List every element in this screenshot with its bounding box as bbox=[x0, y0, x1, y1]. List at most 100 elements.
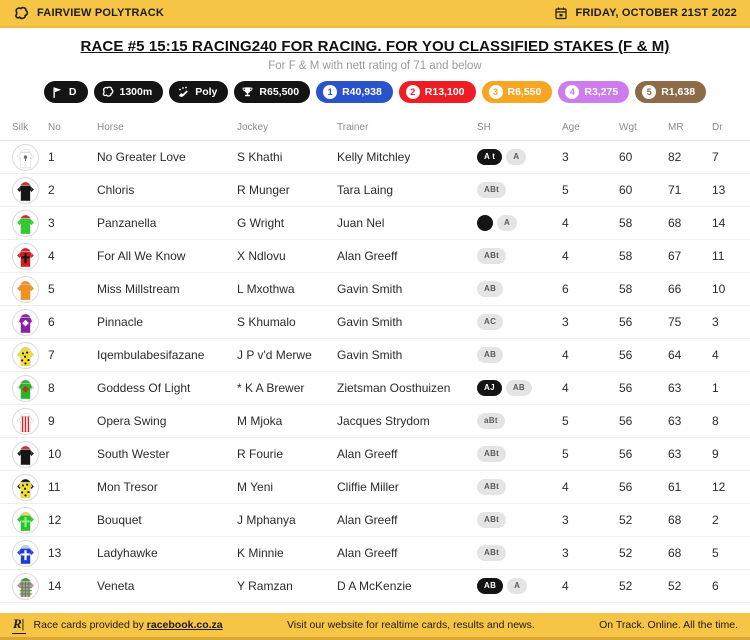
provided-prefix: Race cards provided by bbox=[33, 619, 144, 631]
sh-badge bbox=[477, 215, 493, 231]
stake-position-number: 1 bbox=[323, 85, 338, 99]
trainer-name: Gavin Smith bbox=[337, 348, 403, 362]
weight-value: 56 bbox=[619, 414, 633, 428]
horse-name: Veneta bbox=[97, 579, 135, 593]
runner-number: 9 bbox=[48, 414, 55, 428]
merit-rating: 63 bbox=[668, 381, 682, 395]
badge-label: 1300m bbox=[119, 86, 153, 98]
runner-row: 5 Miss Millstream L Mxothwa Gavin Smith … bbox=[0, 273, 750, 306]
table-body: 1 No Greater Love S Khathi Kelly Mitchle… bbox=[0, 141, 750, 603]
badge-label: R1,638 bbox=[661, 86, 696, 98]
runner-row: 13 Ladyhawke K Minnie Alan Greeff ABt 3 … bbox=[0, 537, 750, 570]
racetrack-icon bbox=[13, 5, 30, 22]
footer-bar: R| Race cards provided by racebook.co.za… bbox=[0, 613, 750, 640]
provided-by-text: Race cards provided by racebook.co.za bbox=[34, 619, 223, 631]
runner-number: 4 bbox=[48, 249, 55, 263]
sh-badges: AB bbox=[477, 347, 562, 363]
badge-label: R65,500 bbox=[259, 86, 300, 98]
runner-row: 3 Panzanella G Wright Juan Nel A 4 58 68… bbox=[0, 207, 750, 240]
horse-name: Iqembulabesifazane bbox=[97, 348, 205, 362]
jockey-silk-icon bbox=[12, 209, 39, 237]
race-conditions: For F & M with nett rating of 71 and bel… bbox=[268, 60, 482, 72]
weight-value: 56 bbox=[619, 381, 633, 395]
draw-value: 5 bbox=[712, 546, 719, 560]
runner-row: 11 Mon Tresor M Yeni Cliffie Miller ABt … bbox=[0, 471, 750, 504]
sh-badge: AB bbox=[477, 347, 504, 363]
runner-number: 7 bbox=[48, 348, 55, 362]
badge-label: Poly bbox=[195, 86, 218, 98]
horse-name: Pinnacle bbox=[97, 315, 144, 329]
jockey-name: S Khumalo bbox=[237, 315, 296, 329]
col-jockey: Jockey bbox=[237, 121, 269, 133]
jockey-name: * K A Brewer bbox=[237, 381, 305, 395]
sh-badge: AB bbox=[505, 380, 532, 396]
runner-row: 14 Veneta Y Ramzan D A McKenzie AB A 4 52… bbox=[0, 570, 750, 603]
sh-badge: ABt bbox=[477, 545, 507, 561]
draw-value: 10 bbox=[712, 282, 726, 296]
runner-number: 14 bbox=[48, 579, 62, 593]
jockey-name: Y Ramzan bbox=[237, 579, 293, 593]
horse-name: Panzanella bbox=[97, 216, 157, 230]
runner-row: 2 Chloris R Munger Tara Laing ABt 5 60 7… bbox=[0, 174, 750, 207]
draw-value: 13 bbox=[712, 183, 726, 197]
sh-badges: AC bbox=[477, 314, 562, 330]
race-title: RACE #5 15:15 RACING240 FOR RACING. FOR … bbox=[80, 38, 670, 55]
jockey-name: S Khathi bbox=[237, 150, 283, 164]
age-value: 3 bbox=[562, 315, 569, 329]
badge-label: R6,550 bbox=[507, 86, 542, 98]
weight-value: 60 bbox=[619, 150, 633, 164]
jockey-silk-icon bbox=[12, 539, 39, 567]
weight-value: 56 bbox=[619, 348, 633, 362]
sh-badge: ABt bbox=[477, 446, 507, 462]
race-badge: 4 R3,275 bbox=[558, 81, 630, 103]
badge-label: D bbox=[68, 86, 77, 98]
runner-table: Silk No Horse Jockey Trainer SH Age Wgt … bbox=[0, 114, 750, 603]
racebook-link[interactable]: racebook.co.za bbox=[146, 619, 223, 631]
draw-value: 2 bbox=[712, 513, 719, 527]
sh-badges: AB A bbox=[477, 578, 562, 594]
footer-slogan: On Track. Online. All the time. bbox=[599, 619, 738, 631]
merit-rating: 71 bbox=[668, 183, 682, 197]
jockey-name: K Minnie bbox=[237, 546, 284, 560]
age-value: 4 bbox=[562, 480, 569, 494]
sh-badge: AJ bbox=[477, 380, 502, 396]
runner-row: 8 Goddess Of Light * K A Brewer Zietsman… bbox=[0, 372, 750, 405]
jockey-silk-icon bbox=[12, 176, 39, 204]
merit-rating: 75 bbox=[668, 315, 682, 329]
stake-position-number: 2 bbox=[405, 85, 420, 99]
age-value: 3 bbox=[562, 150, 569, 164]
runner-number: 6 bbox=[48, 315, 55, 329]
weight-value: 58 bbox=[619, 282, 633, 296]
runner-number: 3 bbox=[48, 216, 55, 230]
age-value: 5 bbox=[562, 183, 569, 197]
merit-rating: 68 bbox=[668, 513, 682, 527]
horse-name: Goddess Of Light bbox=[97, 381, 191, 395]
runner-number: 13 bbox=[48, 546, 62, 560]
sh-badges: AJ AB bbox=[477, 380, 562, 396]
weight-value: 56 bbox=[619, 447, 633, 461]
age-value: 4 bbox=[562, 381, 569, 395]
col-mr: MR bbox=[668, 121, 684, 133]
weight-value: 56 bbox=[619, 480, 633, 494]
col-sh: SH bbox=[477, 121, 491, 133]
sh-badges: AB bbox=[477, 281, 562, 297]
horse-name: Chloris bbox=[97, 183, 135, 197]
jockey-silk-icon bbox=[12, 374, 39, 402]
merit-rating: 63 bbox=[668, 447, 682, 461]
table-header: Silk No Horse Jockey Trainer SH Age Wgt … bbox=[0, 114, 750, 141]
draw-value: 6 bbox=[712, 579, 719, 593]
track-brand: FAIRVIEW POLYTRACK bbox=[13, 5, 164, 22]
col-horse: Horse bbox=[97, 121, 124, 133]
merit-rating: 64 bbox=[668, 348, 682, 362]
runner-number: 5 bbox=[48, 282, 55, 296]
weight-value: 52 bbox=[619, 546, 633, 560]
trainer-name: Alan Greeff bbox=[337, 513, 398, 527]
col-no: No bbox=[48, 121, 61, 133]
race-date: FRIDAY, OCTOBER 21ST 2022 bbox=[554, 6, 737, 20]
sh-badge: A bbox=[506, 149, 527, 165]
weight-value: 58 bbox=[619, 249, 633, 263]
track-name: FAIRVIEW POLYTRACK bbox=[37, 7, 165, 19]
top-bar: FAIRVIEW POLYTRACK FRIDAY, OCTOBER 21ST … bbox=[0, 0, 750, 28]
date-label: FRIDAY, OCTOBER 21ST 2022 bbox=[575, 7, 737, 19]
